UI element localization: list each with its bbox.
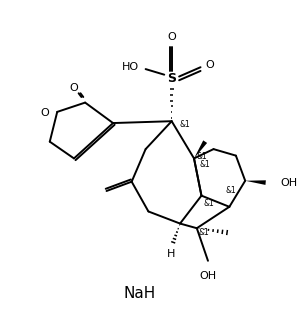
Text: &1: &1 — [226, 186, 237, 195]
Text: NaH: NaH — [124, 286, 156, 301]
Text: O: O — [167, 32, 176, 42]
Text: OH: OH — [280, 177, 298, 188]
Polygon shape — [194, 140, 207, 158]
Text: S: S — [167, 72, 176, 85]
Text: O: O — [70, 83, 78, 93]
Text: &1: &1 — [199, 228, 209, 237]
Text: &1: &1 — [196, 152, 207, 161]
Text: O: O — [41, 108, 49, 118]
Polygon shape — [245, 180, 266, 185]
Text: OH: OH — [199, 271, 217, 281]
Text: &1: &1 — [200, 159, 211, 169]
Text: O: O — [205, 60, 214, 71]
Text: &1: &1 — [204, 198, 214, 208]
Text: HO: HO — [122, 62, 139, 72]
Text: &1: &1 — [179, 120, 190, 130]
Text: H: H — [167, 249, 175, 259]
